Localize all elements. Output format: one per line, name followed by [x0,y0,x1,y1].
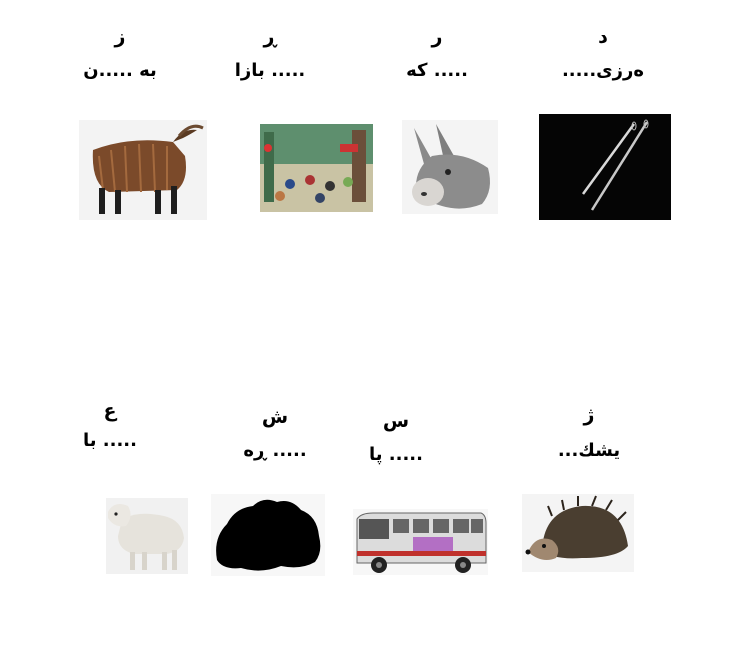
letter-ain: ع [103,400,117,422]
donkey-image [402,120,498,214]
letter-re: ر [431,26,443,48]
word-blank-lamb: با ..... [83,430,137,451]
goat-image [79,120,207,220]
letter-dal: د [598,26,608,48]
word-blank-bus: پا ..... [369,444,423,465]
word-blank-goat: بە .....ن [83,60,157,81]
bus-image [353,509,488,575]
hedgehog-image [522,494,634,572]
letter-rre: ڕ [263,26,277,48]
needles-image [539,114,671,220]
letter-sin: س [382,410,410,432]
lamb-image [106,498,188,574]
word-blank-donkey: كه ..... [406,60,468,81]
letter-zhe: ژ [583,404,595,426]
word-blank-shin: ڕە ..... [243,440,307,461]
black-blob-image [211,494,325,576]
word-blank-hedgehog: ...يشك [557,440,621,461]
letter-shin: ش [261,406,289,428]
letter-ze: ز [114,26,126,48]
word-blank-bazaar: بازا ..... [234,60,306,81]
bazaar-image [260,124,373,212]
word-blank-needle: .....ەرزی [561,60,645,81]
